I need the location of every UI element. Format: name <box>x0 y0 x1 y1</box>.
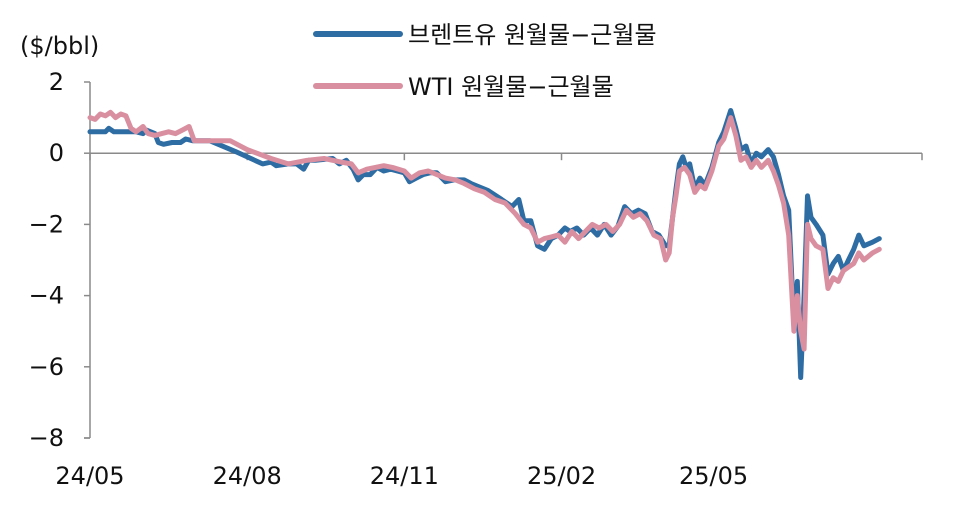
y-axis-unit-label: ($/bbl) <box>20 32 99 60</box>
series-line-brent <box>87 108 882 380</box>
x-tick-label: 24/08 <box>213 462 282 490</box>
y-tick-label: −4 <box>29 282 64 310</box>
legend: 브렌트유 원월물−근월물 WTI 원월물−근월물 <box>313 21 657 101</box>
series-layer <box>87 108 882 380</box>
y-tick-label: −2 <box>29 210 64 238</box>
y-tick-label: 2 <box>49 68 64 96</box>
x-tick-label: 25/05 <box>679 462 748 490</box>
y-tick-label: −6 <box>29 353 64 381</box>
x-tick-label: 25/02 <box>527 462 596 490</box>
x-tick-label: 24/11 <box>370 462 439 490</box>
legend-label: WTI 원월물−근월물 <box>408 73 614 101</box>
series-line-wti <box>87 109 882 352</box>
x-tick-label: 24/05 <box>55 462 124 490</box>
y-tick-label: −8 <box>29 424 64 452</box>
axes: 2 0 −2 −4 −6 −8 24/05 24/08 24/11 25/02 25/05 <box>29 68 923 490</box>
legend-label: 브렌트유 원월물−근월물 <box>408 21 657 49</box>
y-tick-label: 0 <box>49 139 64 167</box>
